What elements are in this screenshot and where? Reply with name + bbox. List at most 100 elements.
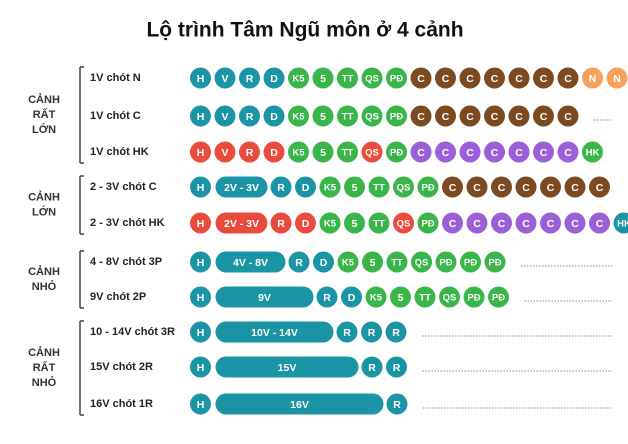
wide-pill: [215, 251, 286, 273]
token: [564, 212, 586, 234]
group-label: LỚN: [32, 123, 56, 136]
token-text: C: [442, 111, 450, 123]
row-label: 1V chót C: [90, 110, 141, 122]
token-text: C: [547, 182, 555, 194]
token-text: R: [246, 111, 254, 123]
token-text: R: [368, 362, 376, 374]
token-text: PĐ: [390, 74, 403, 85]
token: [582, 141, 603, 163]
token: [557, 67, 579, 89]
token: [540, 176, 561, 198]
token: [385, 321, 407, 343]
token-text: PĐ: [464, 258, 477, 269]
token-text: D: [320, 257, 328, 269]
token: [540, 212, 561, 234]
token-text: V: [221, 147, 228, 159]
token-text: C: [596, 218, 604, 230]
token-text: N: [613, 73, 621, 85]
token: [341, 286, 362, 308]
token: [239, 141, 260, 163]
token: [337, 251, 359, 273]
token-text: C: [449, 182, 457, 194]
token: [190, 105, 211, 127]
row-label: 2 - 3V chót C: [90, 181, 157, 193]
token: [270, 176, 292, 198]
token-text: C: [564, 73, 572, 85]
token: [239, 67, 260, 89]
token: [312, 105, 334, 127]
token: [410, 141, 432, 163]
group-label: NHỎ: [32, 376, 57, 389]
pill-text: 2V - 3V: [224, 182, 259, 194]
token: [459, 141, 481, 163]
pill-text: 4V - 8V: [233, 257, 268, 269]
token: [190, 67, 211, 89]
token: [417, 212, 439, 234]
token: [361, 356, 383, 378]
token: [313, 251, 334, 273]
row-label: 2 - 3V chót HK: [90, 217, 165, 229]
row-label: 9V chót 2P: [90, 291, 146, 303]
token-text: D: [348, 292, 356, 304]
token: [589, 176, 610, 198]
token: [344, 212, 365, 234]
token-text: C: [547, 218, 555, 230]
token: [459, 67, 481, 89]
token-text: R: [393, 399, 401, 411]
token: [336, 321, 358, 343]
token-text: V: [221, 73, 228, 85]
token-text: QS: [443, 293, 457, 304]
token: [295, 176, 316, 198]
token: [393, 212, 414, 234]
group-label: RẤT: [33, 361, 56, 374]
title: Lộ trình Tâm Ngũ môn ở 4 cảnh: [146, 19, 463, 42]
token-text: D: [302, 182, 310, 194]
group-label: LỚN: [32, 205, 56, 218]
token: [508, 67, 530, 89]
token: [466, 212, 488, 234]
pill-text: 2V - 3V: [224, 218, 259, 230]
token: [239, 105, 260, 127]
pill-text: 9V: [258, 292, 271, 304]
token-text: PĐ: [467, 293, 480, 304]
token: [390, 286, 411, 308]
token-text: R: [392, 327, 400, 339]
wide-pill: [215, 286, 314, 308]
group-label: NHỎ: [32, 280, 57, 293]
token: [442, 176, 463, 198]
token: [319, 212, 341, 234]
token: [190, 141, 211, 163]
token-text: 5: [370, 257, 376, 269]
token: [190, 393, 211, 415]
token-text: HK: [617, 219, 628, 230]
token-text: QS: [365, 74, 379, 85]
token: [288, 141, 309, 163]
token-text: TT: [373, 219, 385, 230]
token-text: D: [302, 218, 310, 230]
token: [435, 67, 456, 89]
token-text: H: [197, 182, 205, 194]
token-text: PĐ: [390, 148, 403, 159]
token-text: H: [197, 399, 205, 411]
token-text: C: [466, 73, 474, 85]
row-label: 1V chót N: [90, 72, 141, 84]
wide-pill: [215, 393, 384, 415]
token: [263, 141, 285, 163]
token: [508, 105, 530, 127]
token-text: C: [442, 73, 450, 85]
token: [533, 141, 554, 163]
token: [386, 393, 408, 415]
token: [435, 105, 456, 127]
group-label: CẢNH: [28, 265, 60, 278]
token: [365, 286, 387, 308]
token-text: C: [449, 218, 457, 230]
group-label: CẢNH: [28, 190, 60, 203]
token-text: 5: [352, 218, 358, 230]
token-text: K5: [292, 74, 305, 85]
token-text: C: [564, 111, 572, 123]
token-text: K5: [292, 112, 305, 123]
token-text: PĐ: [390, 112, 403, 123]
token-text: D: [270, 73, 278, 85]
token-text: H: [197, 327, 205, 339]
token: [484, 105, 505, 127]
